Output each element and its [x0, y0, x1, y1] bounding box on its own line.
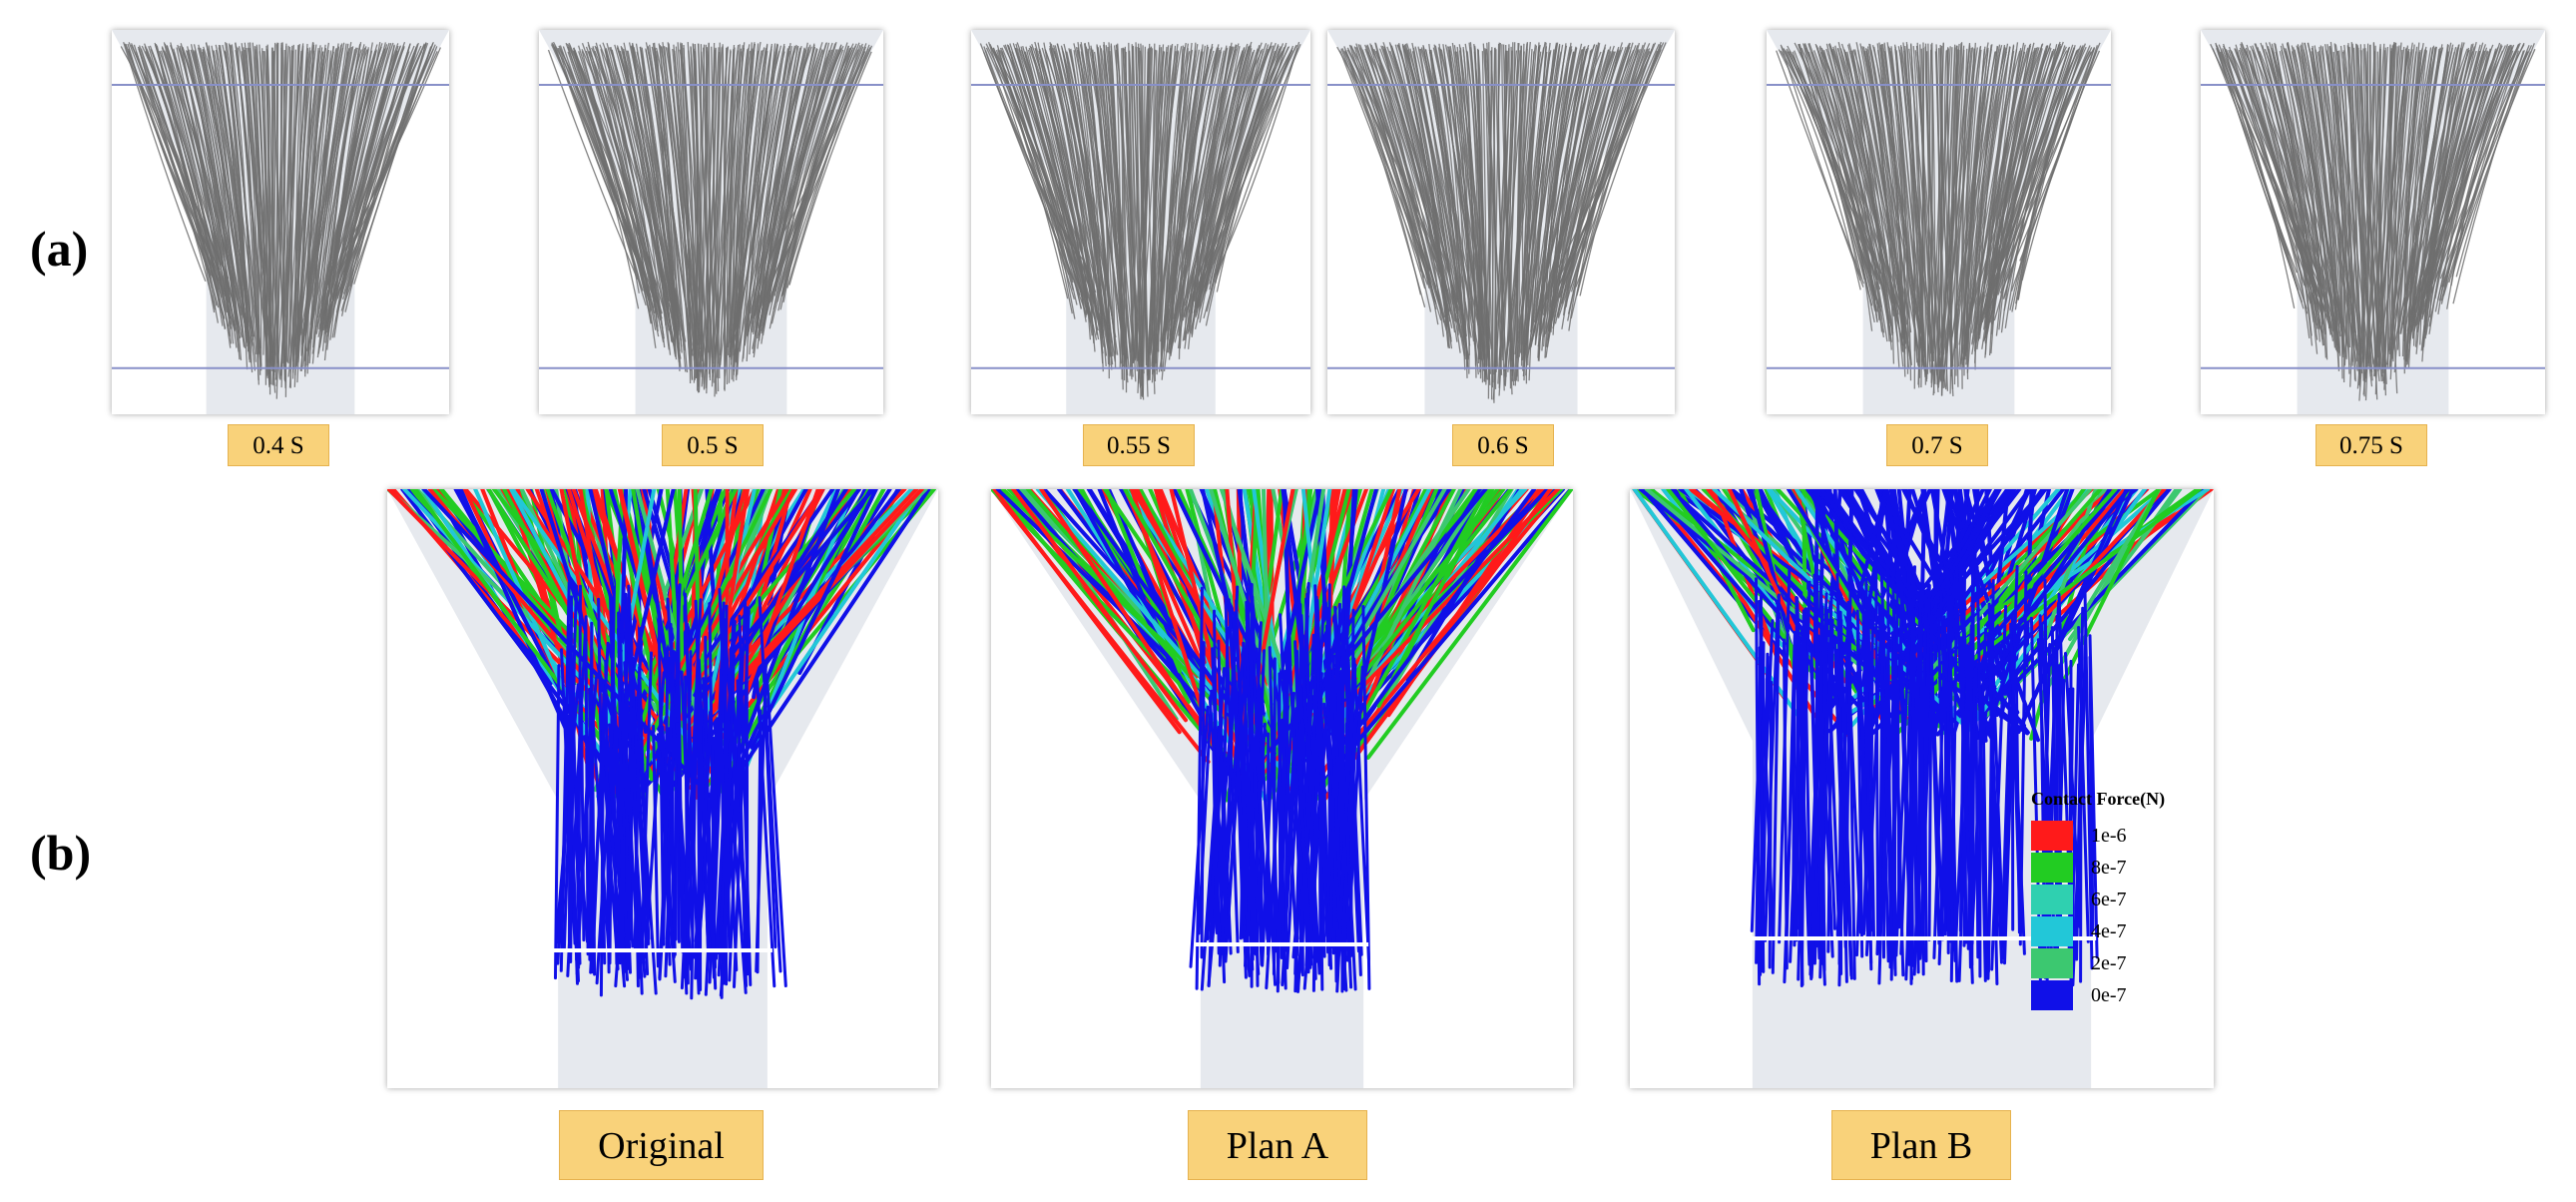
legend-swatch: [2031, 821, 2073, 851]
legend-label: 6e-7: [2091, 888, 2127, 910]
legend-item: 1e-6: [2031, 820, 2201, 852]
funnel-simulation-0.6s: [1327, 30, 1675, 414]
legend-swatch: [2031, 853, 2073, 883]
legend-item: 8e-7: [2031, 852, 2201, 884]
row-label-a: (a): [30, 221, 89, 277]
frame-panel-original: [387, 489, 938, 1088]
legend-item: 0e-7: [2031, 979, 2201, 1011]
contact-force-simulation-original: [387, 489, 938, 1088]
time-tag-0.4s: 0.4 S: [228, 424, 329, 466]
legend-label: 4e-7: [2091, 919, 2127, 942]
time-tag-0.55s: 0.55 S: [1083, 424, 1195, 466]
contact-force-legend: Contact Force(N) 1e-6 8e-7 6e-7 4e-7 2e-…: [2031, 789, 2201, 1011]
legend-label: 1e-6: [2091, 824, 2127, 847]
legend-swatch: [2031, 885, 2073, 914]
funnel-simulation-0.5s: [539, 30, 883, 414]
frame-panel-a2: [539, 30, 883, 414]
legend-item: 2e-7: [2031, 947, 2201, 979]
funnel-simulation-0.7s: [1767, 30, 2111, 414]
label-plan-b: Plan B: [1831, 1110, 2011, 1180]
label-original: Original: [559, 1110, 764, 1180]
contact-force-simulation-plan-a: [991, 489, 1573, 1088]
frame-panel-a6: [2201, 30, 2545, 414]
frame-panel-a1: [112, 30, 449, 414]
legend-label: 2e-7: [2091, 951, 2127, 974]
funnel-simulation-0.55s: [971, 30, 1310, 414]
legend-swatch: [2031, 980, 2073, 1010]
legend-swatch: [2031, 948, 2073, 978]
row-label-b: (b): [30, 825, 92, 881]
funnel-simulation-0.75s: [2201, 30, 2545, 414]
frame-panel-plan-a: [991, 489, 1573, 1088]
frame-panel-a5: [1767, 30, 2111, 414]
legend-label: 8e-7: [2091, 856, 2127, 879]
legend-item: 4e-7: [2031, 915, 2201, 947]
time-tag-0.5s: 0.5 S: [662, 424, 764, 466]
funnel-simulation-0.4s: [112, 30, 449, 414]
time-tag-0.6s: 0.6 S: [1452, 424, 1554, 466]
time-tag-0.75s: 0.75 S: [2316, 424, 2427, 466]
frame-panel-a4: [1327, 30, 1675, 414]
legend-swatch: [2031, 916, 2073, 946]
legend-label: 0e-7: [2091, 983, 2127, 1006]
frame-panel-a3: [971, 30, 1310, 414]
legend-item: 6e-7: [2031, 884, 2201, 915]
time-tag-0.7s: 0.7 S: [1886, 424, 1988, 466]
legend-title: Contact Force(N): [2031, 789, 2166, 809]
label-plan-a: Plan A: [1188, 1110, 1367, 1180]
